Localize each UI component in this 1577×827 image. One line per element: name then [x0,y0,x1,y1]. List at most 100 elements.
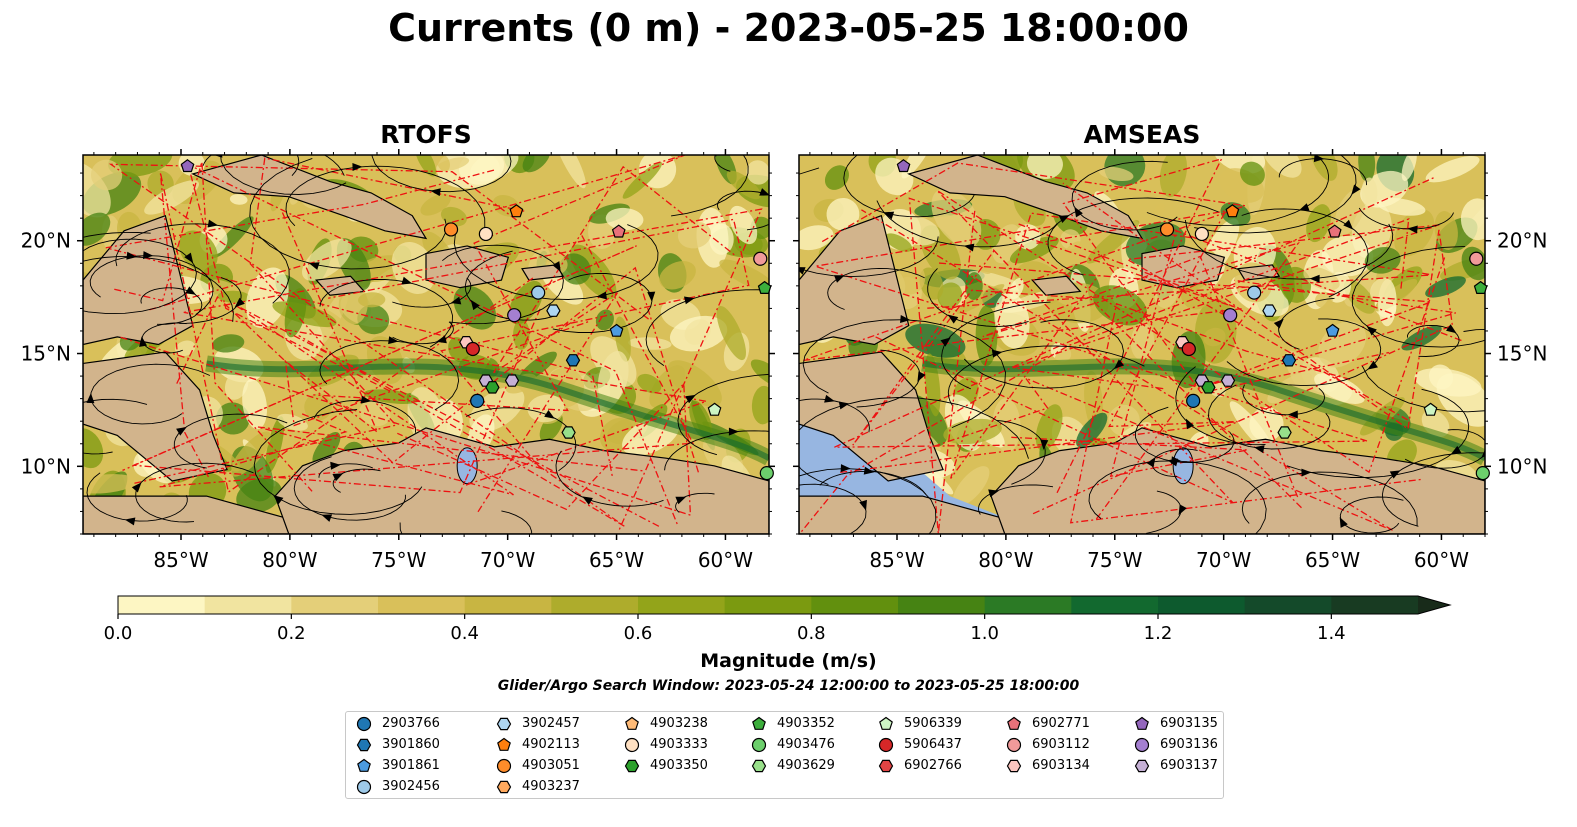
legend-entry-4902113: 4902113 [496,735,580,755]
colorbar-segment [291,596,379,614]
land-polygon [274,427,769,534]
colorbar-tick-label: 0.0 [104,623,133,644]
legend-marker [879,716,893,730]
legend-entry-label: 6902766 [904,758,962,773]
float-marker-3901861 [609,323,624,337]
streamline [291,155,300,176]
legend-entry-3901860: 3901860 [356,735,440,755]
streamline-arrow [261,136,272,145]
legend-marker [878,759,894,772]
streamline-arrow [184,252,194,264]
lake [1172,447,1194,485]
float-marker-4903629 [1277,426,1292,439]
legend-entry-label: 4903238 [650,716,708,731]
map-frame [82,154,770,535]
streamline-arrow [1287,410,1298,419]
streamline-arrow [859,499,867,511]
legend-marker-circle-icon [1134,737,1150,752]
x-tick-label: 65°W [1305,548,1360,572]
eez-boundary [1069,302,1423,524]
legend-marker-circle-icon [878,737,894,752]
streamline-arrow [1309,274,1320,283]
float-legend: 2903766 3901860 3901861 3902456 3902457 49021… [345,711,1224,799]
streamline-arrow [308,262,320,270]
legend-marker-pentagon-icon [752,716,766,730]
streamline-arrow [675,496,687,505]
streamline-arrow [1178,504,1187,516]
legend-entry-label: 5906339 [904,716,962,731]
eez-boundary [1032,182,1454,515]
streamline-arrow [43,420,54,432]
float-marker-3901860 [1281,354,1297,367]
legend-marker-circle-icon [624,737,640,752]
streamline-arrow [799,267,806,275]
streamline-arrow [685,394,696,404]
streamline-arrow [883,211,895,220]
legend-marker [356,738,372,751]
eez-boundary [159,235,694,488]
eez-boundary [234,304,660,527]
streamline-arrow [360,395,372,404]
x-tick-label: 75°W [1087,548,1142,572]
float-marker-4903350 [1201,381,1216,394]
eez-boundary [852,248,1302,509]
float-marker-3902457 [546,304,561,317]
streamline-arrow [840,464,851,473]
streamline-arrow [401,276,413,285]
streamline-arrow [124,517,136,526]
land-polygon [1031,275,1082,296]
float-marker-6903137 [1220,374,1236,387]
legend-marker [625,716,639,730]
legend-marker [356,779,372,794]
float-marker-5906437 [465,341,480,357]
eez-boundary [328,218,750,468]
streamline-arrow [430,188,441,197]
colorbar-segment [811,596,899,614]
colorbar-tick-label: 0.6 [624,623,653,644]
eez-boundary [1013,224,1440,421]
streamline-arrow [940,337,951,347]
eez-boundary [105,169,614,479]
legend-entry-label: 6903135 [1160,716,1218,731]
streamline-arrow [1074,206,1083,218]
streamline-arrow [1343,219,1354,230]
legend-entry-4903238: 4903238 [624,714,708,734]
streamline [1404,429,1485,469]
y-tick-label: 15°N [1497,342,1547,366]
legend-marker-hexagon-icon [356,738,372,751]
y-tick-label: 15°N [21,342,71,366]
streamline-arrow [1339,517,1348,528]
streamline-arrow [1301,468,1312,477]
land-polygon [799,351,944,482]
float-marker-6903137 [504,374,520,387]
land-polygon [1141,245,1226,289]
colorbar-segment [464,596,552,614]
legend-marker-circle-icon [751,737,767,752]
x-tick-label: 60°W [1414,548,1469,572]
legend-entry-5906339: 5906339 [878,714,962,734]
land-polygon [1237,264,1281,281]
map-frame [798,154,1486,535]
map-rtofs [43,136,769,534]
streamline-arrow [1114,359,1125,369]
float-marker-6902771 [1327,224,1342,238]
eez-boundary [114,161,313,492]
eez-boundary [908,197,1236,534]
legend-entry-4903476: 4903476 [751,735,835,755]
float-marker-2903766 [1186,393,1201,408]
legend-entry-label: 6903137 [1160,758,1218,773]
y-tick-label: 10°N [21,454,71,478]
eez-boundary [477,165,736,513]
colorbar-label: Magnitude (m/s) [700,650,877,672]
streamline-arrow [1273,318,1284,329]
legend-marker [1134,759,1150,772]
streamline-arrow [647,291,656,302]
colorbar-segment [204,596,292,614]
legend-entry-label: 6903136 [1160,737,1218,752]
legend-marker-hexagon-icon [624,759,640,772]
streamline-arrow [1298,203,1310,211]
streamline-arrow [470,299,480,311]
colorbar-segment [118,596,206,614]
legend-entry-label: 2903766 [382,716,440,731]
streamline-arrow [1058,215,1070,224]
